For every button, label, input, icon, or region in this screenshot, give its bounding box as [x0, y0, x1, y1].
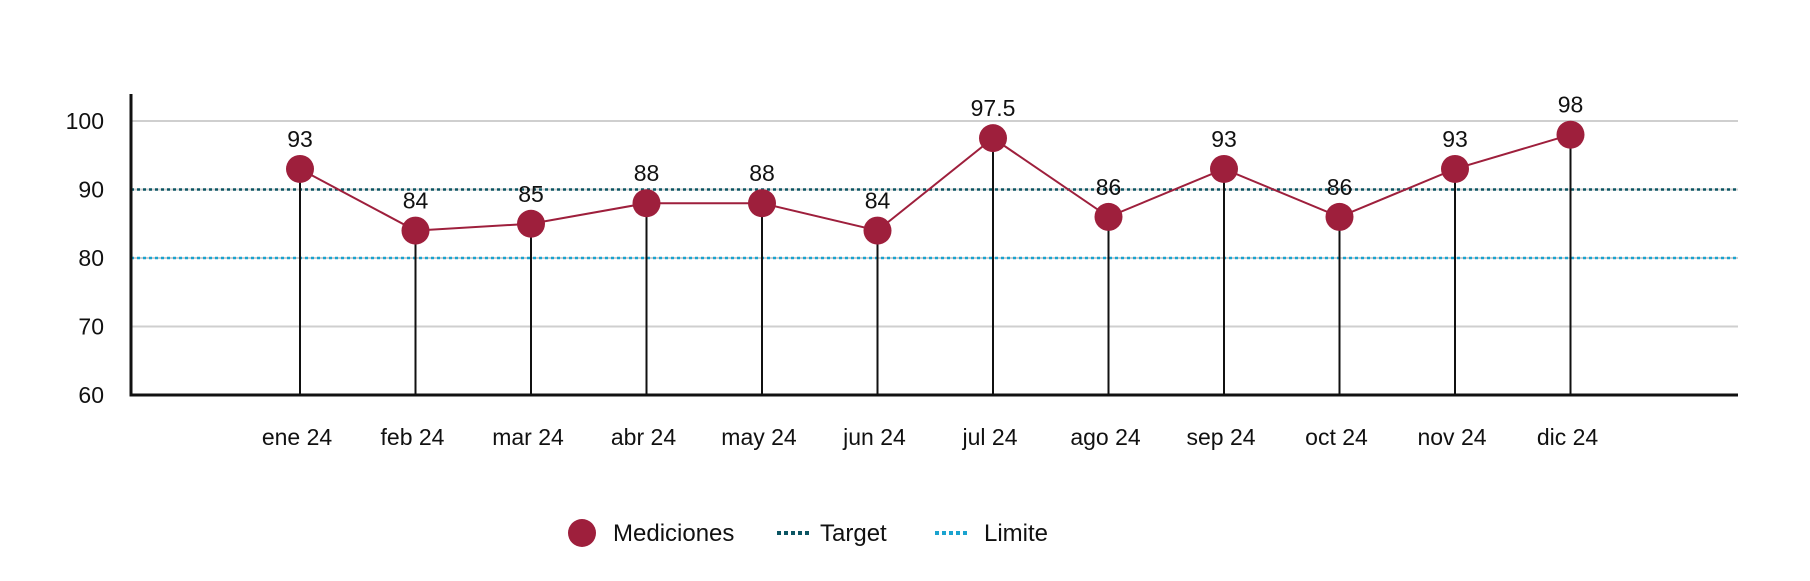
data-label: 93 — [287, 126, 313, 152]
data-point — [1556, 120, 1585, 149]
legend-target-label: Target — [820, 520, 887, 547]
data-point — [632, 189, 661, 218]
data-point — [401, 216, 430, 245]
series-line — [299, 133, 1571, 232]
axes — [129, 94, 1738, 397]
y-tick-label: 100 — [66, 108, 104, 134]
data-label: 93 — [1442, 126, 1468, 152]
data-point — [748, 189, 776, 218]
legend-limite-label: Limite — [984, 520, 1048, 547]
x-tick-label: feb 24 — [381, 424, 445, 450]
data-label: 85 — [518, 181, 544, 207]
data-label: 86 — [1327, 174, 1353, 200]
gridlines — [131, 120, 1738, 328]
legend: Mediciones Target Limite — [568, 519, 1048, 547]
y-tick-label: 90 — [78, 177, 104, 203]
x-tick-label: ago 24 — [1070, 424, 1141, 450]
data-label: 86 — [1096, 174, 1122, 200]
data-point — [517, 209, 545, 238]
drop-lines — [299, 134, 1572, 395]
x-tick-label: abr 24 — [611, 424, 676, 450]
data-labels: 93 84 85 88 88 84 97.5 86 93 86 93 98 — [287, 92, 1583, 214]
data-label: 93 — [1211, 126, 1237, 152]
x-tick-label: nov 24 — [1417, 424, 1486, 450]
data-label: 84 — [865, 188, 891, 214]
data-points — [286, 120, 1585, 245]
x-tick-label: jun 24 — [842, 424, 906, 450]
x-tick-label: jul 24 — [962, 424, 1018, 450]
x-tick-labels: ene 24 feb 24 mar 24 abr 24 may 24 jun 24 jul … — [262, 424, 1599, 450]
data-point — [1094, 202, 1123, 231]
data-label: 98 — [1558, 92, 1584, 118]
data-point — [1441, 154, 1469, 183]
data-label: 88 — [749, 160, 775, 186]
x-tick-label: may 24 — [721, 424, 797, 450]
x-tick-label: oct 24 — [1305, 424, 1368, 450]
y-tick-label: 80 — [78, 245, 104, 271]
data-label: 84 — [403, 188, 429, 214]
data-point — [863, 216, 892, 245]
legend-mediciones-swatch — [568, 519, 596, 547]
data-label: 97.5 — [971, 95, 1016, 121]
y-tick-label: 60 — [78, 382, 104, 408]
data-point — [1210, 154, 1238, 183]
x-tick-label: sep 24 — [1186, 424, 1255, 450]
y-tick-labels: 60 70 80 90 100 — [66, 108, 104, 408]
y-tick-label: 70 — [78, 314, 104, 340]
reference-lines — [131, 188, 1738, 260]
x-tick-label: dic 24 — [1537, 424, 1599, 450]
data-point — [979, 124, 1007, 153]
series-mediciones-line — [299, 133, 1571, 232]
x-tick-label: mar 24 — [492, 424, 564, 450]
legend-mediciones-label: Mediciones — [613, 520, 734, 547]
x-tick-label: ene 24 — [262, 424, 333, 450]
data-label: 88 — [634, 160, 660, 186]
data-point — [1325, 202, 1354, 231]
data-point — [286, 154, 314, 183]
